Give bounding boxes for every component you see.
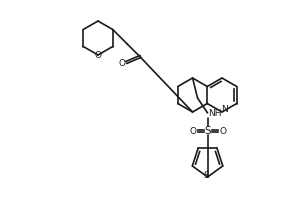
Text: O: O <box>189 127 196 136</box>
Text: S: S <box>204 170 209 180</box>
Text: S: S <box>204 126 211 136</box>
Text: NH: NH <box>208 108 221 117</box>
Text: O: O <box>219 127 226 136</box>
Text: O: O <box>118 59 125 68</box>
Text: N: N <box>222 106 228 114</box>
Text: O: O <box>94 50 101 60</box>
